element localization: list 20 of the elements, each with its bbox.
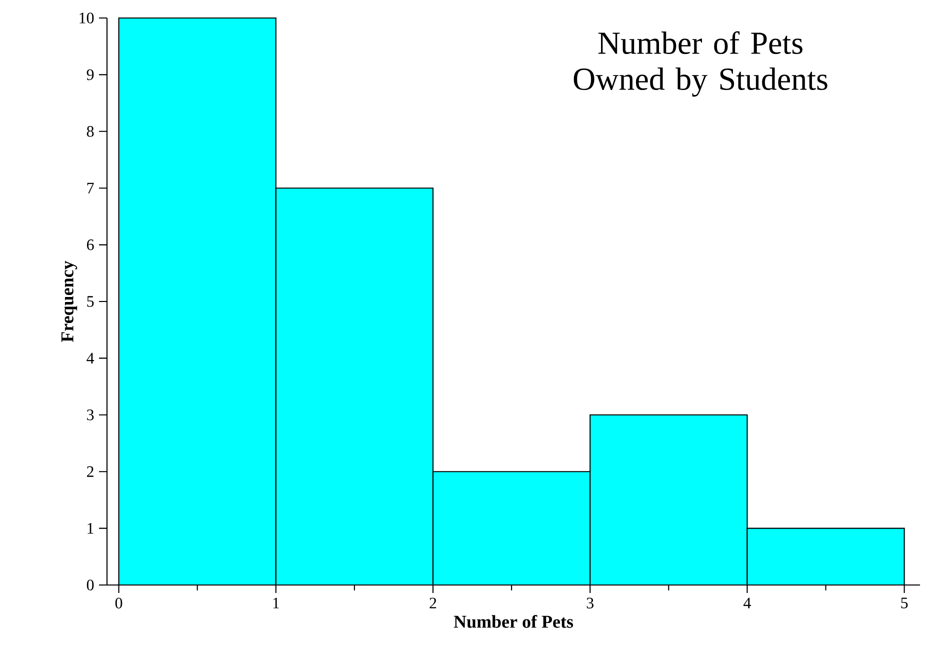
y-tick-label: 3 [87, 410, 94, 420]
y-tick-label: 10 [80, 12, 94, 24]
y-tick-label: 8 [86, 126, 94, 137]
x-tick-label: 0 [115, 598, 122, 608]
y-tick-label: 0 [86, 580, 94, 590]
x-tick-label: 1 [273, 598, 279, 608]
y-tick-label: 2 [87, 466, 94, 477]
x-tick-label: 3 [586, 598, 594, 608]
x-axis-title: Number of Pets [454, 615, 574, 628]
y-tick-label: 5 [87, 296, 94, 307]
text: Number of Pets Owned by Students [574, 31, 828, 97]
y-tick-label: 7 [87, 182, 94, 194]
y-tick-label: 4 [86, 352, 94, 364]
x-tick-label: 5 [901, 598, 908, 608]
x-tick-label: 4 [744, 598, 751, 608]
y-tick-label: 9 [86, 69, 94, 80]
x-tick-label: 2 [430, 598, 436, 608]
y-tick-label: 6 [86, 239, 94, 250]
y-axis-title: Frequency [61, 260, 78, 342]
y-tick-label: 1 [88, 523, 94, 534]
